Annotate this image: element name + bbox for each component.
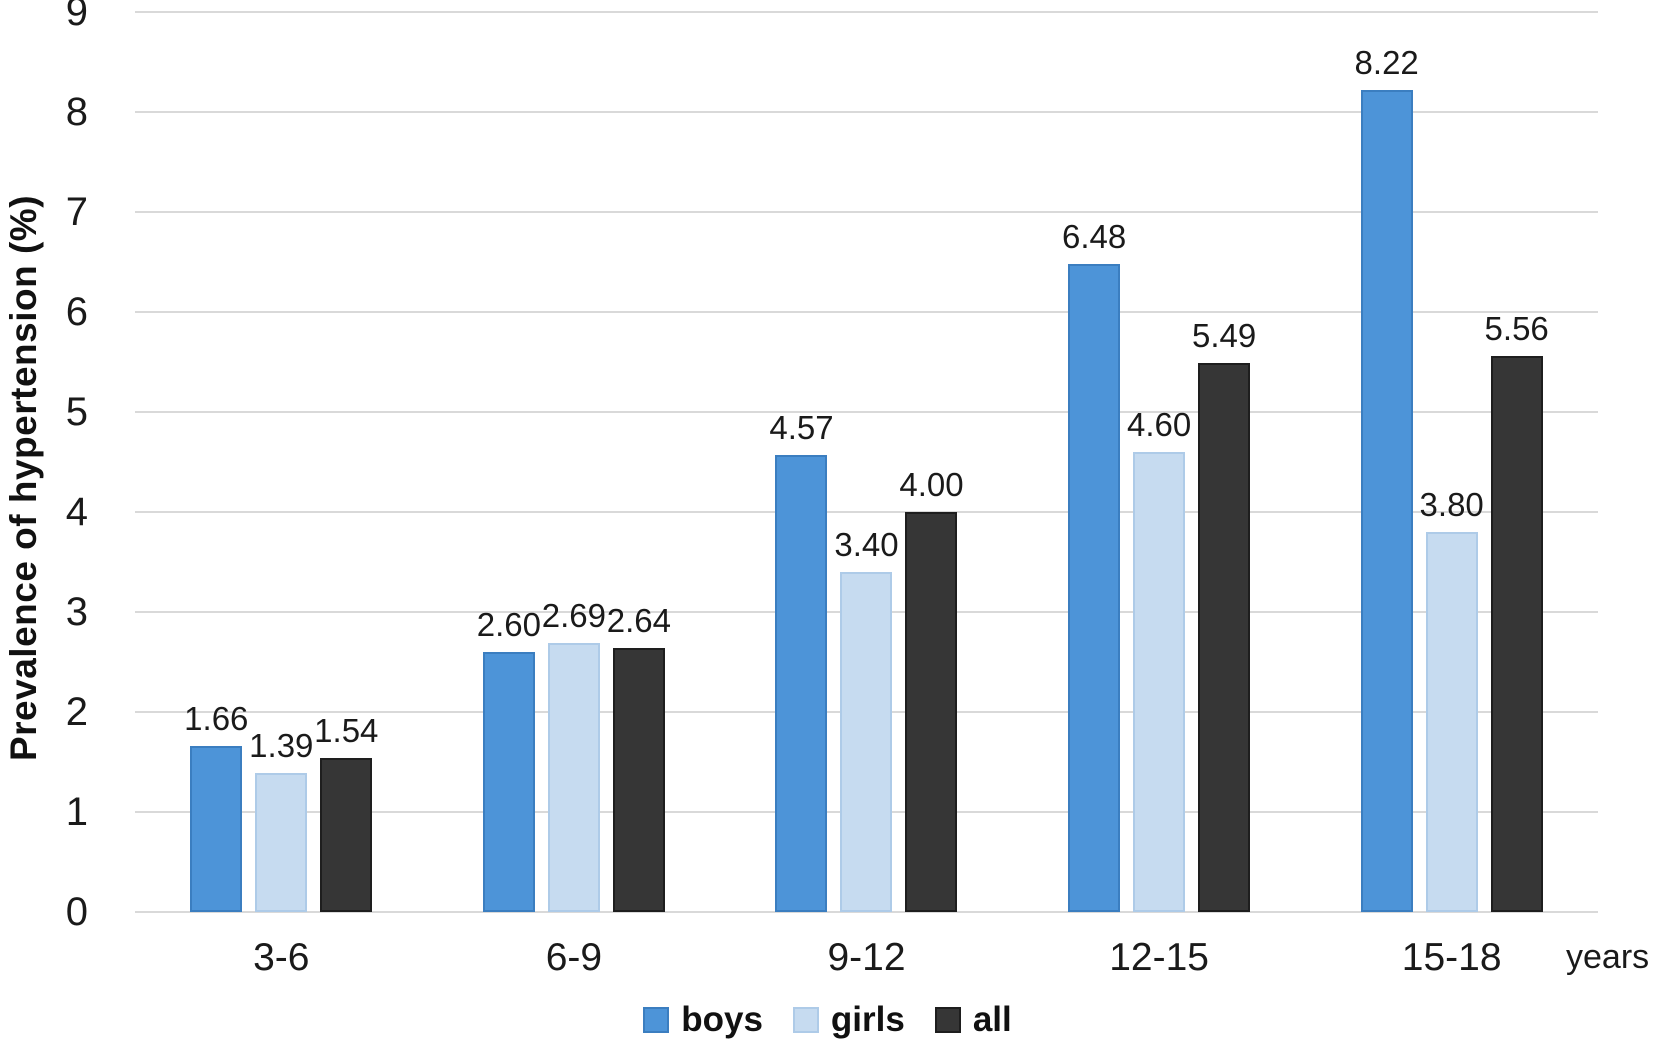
gridline-5 [135, 411, 1598, 413]
gridline-6 [135, 311, 1598, 313]
x-axis-unit-label: years [1566, 938, 1650, 976]
x-label-3-6: 3-6 [253, 936, 310, 979]
bar-value-all-12-15: 5.49 [1191, 317, 1257, 354]
bar-all-9-12 [905, 512, 958, 912]
legend-label-girls: girls [830, 1000, 905, 1039]
y-tick-8: 8 [65, 90, 88, 134]
bar-value-all-3-6: 1.54 [314, 712, 379, 749]
y-tick-0: 0 [65, 890, 88, 934]
bar-value-boys-15-18: 8.22 [1354, 44, 1419, 81]
y-tick-1: 1 [65, 790, 88, 834]
gridline-7 [135, 211, 1598, 213]
barwrap-boys-15-18: 8.22 [1355, 12, 1419, 912]
y-tick-5: 5 [65, 390, 88, 434]
legend: boys girls all [0, 1000, 1655, 1040]
bar-value-boys-3-6: 1.66 [184, 700, 249, 737]
bar-value-all-15-18: 5.56 [1484, 310, 1549, 347]
bar-all-6-9 [612, 648, 665, 912]
legend-swatch-all [934, 1007, 961, 1033]
bar-value-girls-9-12: 3.40 [834, 526, 899, 563]
gridline-9 [135, 11, 1598, 13]
barwrap-all-6-9: 2.64 [607, 12, 671, 912]
legend-swatch-girls [792, 1007, 819, 1033]
bar-girls-15-18 [1425, 532, 1478, 912]
barwrap-all-12-15: 5.49 [1192, 12, 1256, 912]
bar-value-boys-12-15: 6.48 [1061, 218, 1127, 255]
bar-value-girls-12-15: 4.60 [1126, 406, 1192, 443]
gridline-4 [135, 511, 1598, 513]
gridline-8 [135, 111, 1598, 113]
bar-boys-6-9 [482, 652, 535, 912]
barwrap-boys-3-6: 1.66 [184, 12, 248, 912]
legend-item-all: all [934, 1000, 1012, 1040]
x-axis-labels: 3-6 6-9 9-12 12-15 15-18 [135, 936, 1598, 980]
bar-group-9-12: 4.57 3.40 4.00 [720, 12, 1013, 912]
legend-item-boys: boys [643, 1000, 763, 1040]
bar-girls-12-15 [1133, 452, 1186, 912]
bar-value-girls-15-18: 3.80 [1419, 486, 1484, 523]
bar-boys-15-18 [1360, 90, 1413, 912]
x-label-6-9: 6-9 [545, 936, 603, 979]
bar-value-boys-9-12: 4.57 [769, 409, 834, 446]
bar-value-all-9-12: 4.00 [899, 466, 964, 503]
plot-area: 1.66 1.39 1.54 2.60 2.69 2.64 4.57 3.40 4.00 6.48… [135, 11, 1598, 913]
x-label-15-18: 15-18 [1401, 936, 1502, 979]
bar-all-3-6 [320, 758, 373, 912]
legend-label-all: all [972, 1000, 1012, 1039]
bar-group-12-15: 6.48 4.60 5.49 [1013, 12, 1306, 912]
y-tick-6: 6 [65, 290, 88, 334]
bar-group-6-9: 2.60 2.69 2.64 [428, 12, 721, 912]
y-tick-7: 7 [65, 190, 88, 234]
bar-group-15-18: 8.22 3.80 5.56 [1305, 12, 1598, 912]
bar-girls-3-6 [255, 773, 308, 912]
x-label-12-15: 12-15 [1109, 936, 1209, 979]
bar-all-12-15 [1198, 363, 1251, 912]
x-label-9-12: 9-12 [827, 936, 906, 979]
barwrap-girls-3-6: 1.39 [249, 12, 313, 912]
barwrap-all-9-12: 4.00 [899, 12, 964, 912]
bar-boys-12-15 [1068, 264, 1121, 912]
barwrap-all-3-6: 1.54 [314, 12, 378, 912]
bar-groups: 1.66 1.39 1.54 2.60 2.69 2.64 4.57 3.40 4.00 6.48… [135, 12, 1598, 912]
bar-value-girls-6-9: 2.69 [541, 597, 607, 634]
bar-boys-3-6 [190, 746, 243, 912]
barwrap-girls-12-15: 4.60 [1127, 12, 1191, 912]
y-tick-3: 3 [65, 590, 88, 634]
bar-value-girls-3-6: 1.39 [249, 727, 314, 764]
barwrap-girls-15-18: 3.80 [1420, 12, 1484, 912]
bar-all-15-18 [1490, 356, 1543, 912]
y-tick-9: 9 [65, 0, 88, 34]
barwrap-girls-9-12: 3.40 [834, 12, 899, 912]
barwrap-boys-6-9: 2.60 [477, 12, 541, 912]
gridline-0 [135, 911, 1598, 913]
barwrap-girls-6-9: 2.69 [542, 12, 606, 912]
legend-swatch-boys [643, 1007, 670, 1033]
barwrap-boys-9-12: 4.57 [769, 12, 834, 912]
y-tick-2: 2 [65, 690, 88, 734]
bar-boys-9-12 [775, 455, 828, 912]
barwrap-boys-12-15: 6.48 [1062, 12, 1126, 912]
bar-value-all-6-9: 2.64 [606, 602, 672, 639]
bar-value-boys-6-9: 2.60 [476, 606, 542, 643]
bar-girls-9-12 [840, 572, 893, 912]
bar-girls-6-9 [547, 643, 600, 912]
y-tick-4: 4 [65, 490, 88, 534]
y-axis-ticks: 0 1 2 3 4 5 6 7 8 9 [0, 0, 88, 934]
bar-group-3-6: 1.66 1.39 1.54 [135, 12, 428, 912]
legend-item-girls: girls [792, 1000, 905, 1040]
barwrap-all-15-18: 5.56 [1485, 12, 1549, 912]
legend-label-boys: boys [681, 1000, 763, 1039]
